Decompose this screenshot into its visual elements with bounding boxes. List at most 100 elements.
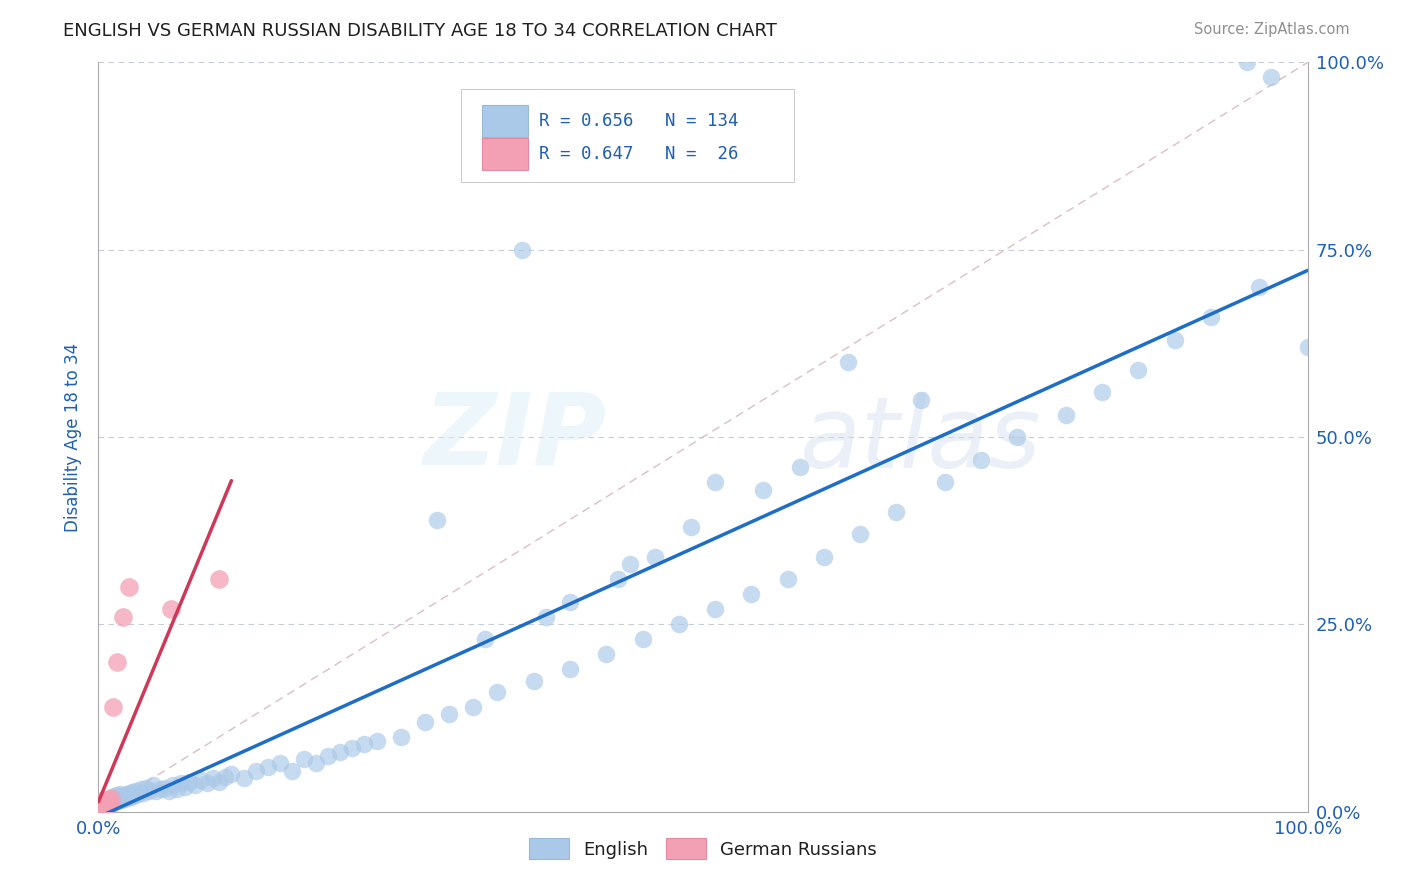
Point [150, 782, 173, 797]
FancyBboxPatch shape [482, 138, 527, 169]
Point [98, 797, 121, 812]
Point [90, 798, 112, 813]
Point [174, 780, 197, 794]
Point [281, 764, 304, 778]
Point [100, 796, 122, 810]
Point [132, 786, 155, 800]
Legend: English, German Russians: English, German Russians [522, 831, 884, 866]
Point [94, 797, 117, 812]
Point [305, 756, 328, 770]
Point [94, 793, 117, 807]
Point [190, 773, 212, 788]
Point [125, 783, 148, 797]
Point [120, 789, 142, 804]
Point [789, 460, 811, 475]
Point [437, 707, 460, 722]
Point [245, 764, 267, 778]
Point [107, 791, 129, 805]
Point [91, 798, 114, 813]
Point [104, 789, 127, 803]
Point [1249, 280, 1271, 294]
Point [195, 776, 218, 790]
Point [98, 795, 121, 809]
Point [169, 776, 191, 790]
Point [100, 791, 122, 805]
Point [117, 788, 139, 802]
Point [463, 699, 485, 714]
Point [474, 632, 496, 647]
FancyBboxPatch shape [461, 88, 793, 182]
Point [631, 632, 654, 647]
Point [704, 602, 727, 616]
Text: R = 0.656   N = 134: R = 0.656 N = 134 [540, 112, 738, 130]
Point [413, 714, 436, 729]
Point [704, 475, 727, 489]
Point [97, 794, 120, 808]
Point [118, 786, 141, 800]
Point [91, 802, 114, 816]
Point [644, 549, 666, 564]
Point [97, 797, 120, 812]
Point [105, 655, 128, 669]
Point [558, 662, 581, 676]
Point [96, 797, 118, 811]
Point [329, 745, 352, 759]
Point [97, 796, 120, 810]
Point [1163, 333, 1185, 347]
Point [740, 587, 762, 601]
Text: R = 0.647   N =  26: R = 0.647 N = 26 [540, 145, 738, 163]
Point [96, 797, 118, 811]
Point [96, 795, 118, 809]
Point [93, 796, 115, 810]
Point [214, 770, 236, 784]
Point [91, 797, 114, 812]
Point [486, 685, 509, 699]
Point [97, 793, 120, 807]
Point [138, 784, 160, 798]
Y-axis label: Disability Age 18 to 34: Disability Age 18 to 34 [65, 343, 83, 532]
Point [813, 549, 835, 564]
Point [1128, 362, 1150, 376]
Point [98, 796, 121, 810]
Point [837, 355, 859, 369]
Point [103, 789, 125, 804]
Point [101, 791, 124, 805]
Point [607, 573, 630, 587]
Point [110, 793, 132, 807]
Point [1296, 340, 1319, 354]
Point [752, 483, 775, 497]
Point [105, 789, 128, 803]
Point [100, 792, 122, 806]
Text: atlas: atlas [800, 392, 1042, 490]
Point [91, 795, 114, 809]
Point [162, 779, 184, 793]
Point [160, 602, 183, 616]
FancyBboxPatch shape [482, 105, 527, 136]
Point [91, 796, 114, 810]
Text: Source: ZipAtlas.com: Source: ZipAtlas.com [1194, 22, 1350, 37]
Point [108, 790, 131, 805]
Point [1260, 70, 1282, 85]
Point [93, 801, 115, 815]
Point [208, 774, 231, 789]
Point [101, 795, 124, 809]
Point [118, 580, 141, 594]
Point [269, 756, 291, 770]
Point [108, 787, 131, 801]
Point [179, 774, 201, 789]
Point [121, 785, 143, 799]
Point [595, 648, 617, 662]
Point [221, 767, 243, 781]
Point [1007, 430, 1029, 444]
Point [93, 797, 115, 812]
Point [1091, 385, 1114, 400]
Point [127, 787, 149, 801]
Point [145, 783, 167, 797]
Point [112, 792, 135, 806]
Point [849, 527, 872, 541]
Point [135, 780, 157, 795]
Point [232, 771, 254, 785]
Point [100, 790, 122, 805]
Point [100, 794, 122, 808]
Text: ZIP: ZIP [423, 389, 606, 485]
